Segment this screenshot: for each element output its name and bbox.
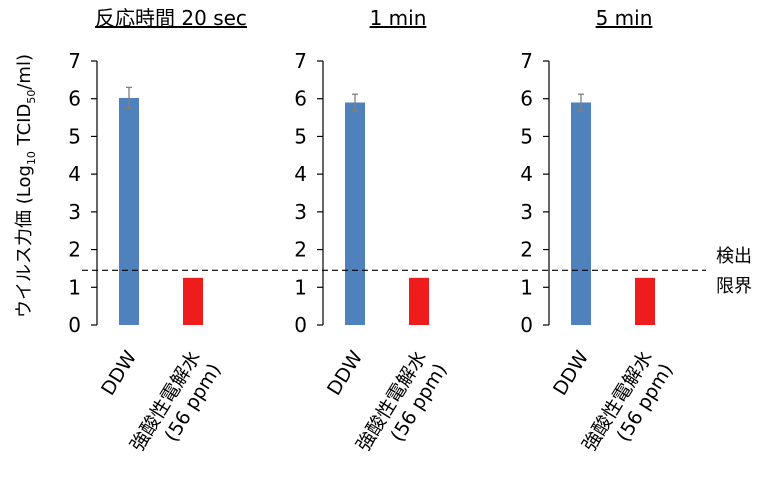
y-axis-label: ウイルス力価 (Log10 TCID50/ml)	[14, 54, 38, 318]
y-axis-label-mid: TCID	[14, 104, 35, 151]
category-label-ddw: DDW	[97, 347, 141, 400]
panel-title: 5 min	[596, 6, 653, 30]
y-tick-label: 6	[68, 87, 81, 111]
y-axis-label-sub1: 10	[25, 151, 38, 165]
bar-acidic-water	[409, 277, 429, 325]
category-label-ddw: DDW	[549, 347, 593, 400]
y-axis-label-sub2: 50	[25, 90, 38, 104]
bar-ddw	[345, 102, 365, 325]
panel-title: 1 min	[370, 6, 427, 30]
detection-limit-label-line2: 限界	[716, 276, 752, 297]
y-tick-label: 3	[294, 200, 307, 224]
y-axis-label-end: /ml)	[14, 54, 35, 90]
y-tick-label: 5	[294, 124, 307, 148]
y-tick-label: 4	[68, 162, 81, 186]
y-tick-label: 1	[68, 275, 81, 299]
y-tick-label: 3	[520, 200, 533, 224]
y-tick-label: 4	[520, 162, 533, 186]
y-tick-label: 2	[520, 238, 533, 262]
y-tick-label: 5	[520, 124, 533, 148]
category-label-acidic-water: 強酸性電解水(56 ppm)	[126, 347, 225, 468]
y-tick-label: 3	[68, 200, 81, 224]
y-tick-label: 2	[68, 238, 81, 262]
y-tick-label: 2	[294, 238, 307, 262]
y-tick-label: 4	[294, 162, 307, 186]
detection-limit-label-line1: 検出	[716, 246, 752, 267]
y-tick-label: 1	[294, 275, 307, 299]
y-tick-label: 7	[68, 49, 81, 73]
y-tick-label: 6	[520, 87, 533, 111]
panel-title: 反応時間 20 sec	[95, 6, 247, 30]
category-label-ddw: DDW	[323, 347, 367, 400]
category-label-acidic-water: 強酸性電解水(56 ppm)	[352, 347, 451, 468]
y-tick-label: 0	[68, 313, 81, 337]
y-tick-label: 7	[294, 49, 307, 73]
category-label-acidic-water: 強酸性電解水(56 ppm)	[578, 347, 677, 468]
y-tick-label: 6	[294, 87, 307, 111]
bar-ddw	[119, 97, 139, 326]
y-tick-label: 0	[520, 313, 533, 337]
y-tick-label: 0	[294, 313, 307, 337]
y-tick-label: 7	[520, 49, 533, 73]
y-axis-label-main: ウイルス力価 (Log	[14, 165, 35, 318]
bar-acidic-water	[183, 277, 203, 325]
y-tick-label: 5	[68, 124, 81, 148]
y-tick-label: 1	[520, 275, 533, 299]
bar-ddw	[571, 102, 591, 325]
bar-acidic-water	[635, 277, 655, 325]
